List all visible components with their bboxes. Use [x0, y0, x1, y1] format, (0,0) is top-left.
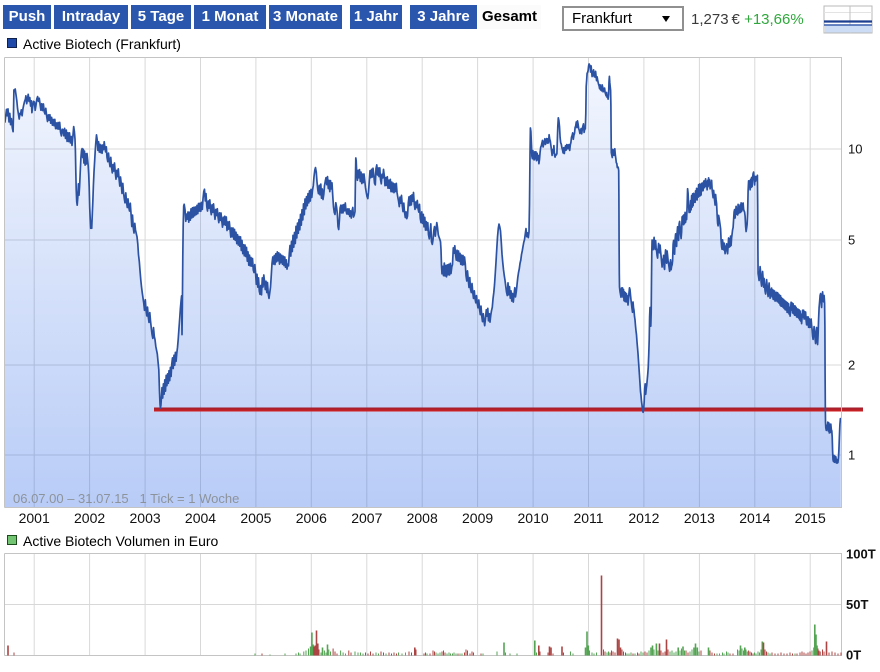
- svg-text:2015: 2015: [795, 510, 826, 526]
- svg-text:2011: 2011: [573, 510, 603, 526]
- svg-text:2003: 2003: [130, 510, 161, 526]
- svg-text:10: 10: [848, 142, 862, 157]
- svg-text:1: 1: [848, 448, 855, 463]
- svg-text:2007: 2007: [351, 510, 382, 526]
- svg-text:2006: 2006: [296, 510, 327, 526]
- svg-text:2001: 2001: [19, 510, 50, 526]
- svg-text:2013: 2013: [684, 510, 715, 526]
- svg-text:2: 2: [848, 358, 855, 373]
- svg-text:2008: 2008: [407, 510, 438, 526]
- svg-text:100T: 100T: [846, 547, 876, 562]
- svg-text:06.07.00 – 31.07.15 1 Tick =: 06.07.00 – 31.07.15 1 Tick = 1 Woche: [13, 491, 239, 506]
- svg-text:2010: 2010: [518, 510, 549, 526]
- svg-text:2005: 2005: [240, 510, 271, 526]
- svg-text:2014: 2014: [739, 510, 770, 526]
- svg-text:0T: 0T: [846, 648, 861, 663]
- svg-text:50T: 50T: [846, 597, 868, 612]
- svg-text:5: 5: [848, 233, 855, 248]
- svg-text:2012: 2012: [628, 510, 659, 526]
- svg-text:2002: 2002: [74, 510, 105, 526]
- svg-text:2004: 2004: [185, 510, 216, 526]
- svg-text:2009: 2009: [462, 510, 493, 526]
